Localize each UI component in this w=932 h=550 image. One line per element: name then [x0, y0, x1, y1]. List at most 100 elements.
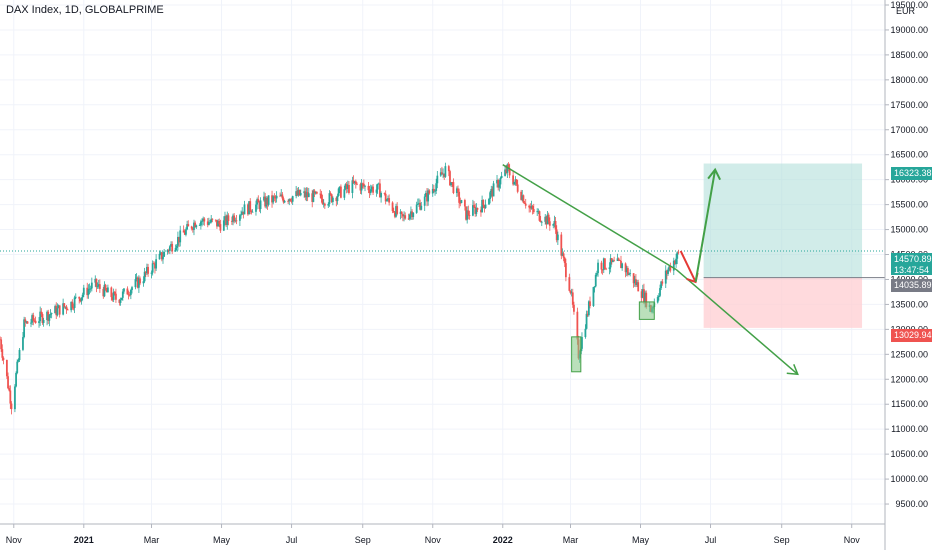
- candle-body: [605, 268, 607, 270]
- candle-body: [371, 186, 373, 190]
- candle-body: [428, 190, 431, 194]
- candle-body: [312, 190, 315, 202]
- candle-body: [137, 278, 140, 288]
- candle-body: [118, 299, 121, 303]
- candle-body: [98, 284, 101, 289]
- candle-body: [50, 313, 53, 315]
- candle-body: [33, 320, 36, 322]
- candle-body: [554, 221, 557, 230]
- candle-body: [151, 263, 154, 273]
- candle-body: [404, 215, 407, 219]
- candle-body: [664, 270, 667, 284]
- candle-body: [392, 211, 395, 213]
- candle-body: [457, 188, 459, 192]
- candle-body: [613, 260, 616, 262]
- x-tick-label: Jul: [286, 535, 298, 545]
- candle-body: [57, 305, 60, 309]
- candle-body: [481, 200, 484, 213]
- candle-body: [267, 195, 270, 205]
- candle-body: [343, 189, 346, 198]
- candle-body: [71, 301, 74, 308]
- candle-body: [127, 294, 130, 296]
- candle-body: [644, 292, 646, 303]
- candle-body: [162, 256, 164, 260]
- candle-body: [307, 193, 310, 198]
- candle-body: [273, 196, 276, 198]
- candle-body: [170, 243, 172, 247]
- candle-body: [47, 311, 50, 321]
- candle-body: [375, 189, 378, 193]
- candle-body: [201, 221, 203, 222]
- candle-body: [571, 292, 574, 305]
- candle-body: [232, 215, 234, 222]
- y-tick-label: 10500.00: [890, 449, 928, 459]
- candle-body: [416, 203, 419, 205]
- candle-body: [369, 189, 372, 193]
- x-tick-label: 2022: [493, 535, 513, 545]
- candle-body: [131, 287, 133, 291]
- candle-body: [159, 252, 162, 254]
- candle-body: [49, 313, 52, 315]
- trendline-extension: [675, 268, 799, 375]
- candle-body: [345, 184, 348, 189]
- candle-body: [194, 222, 197, 228]
- candle-body: [466, 210, 469, 220]
- candle-body: [403, 215, 405, 217]
- candle-body: [255, 204, 257, 212]
- candle-body: [225, 216, 228, 225]
- symbol-title[interactable]: DAX Index, 1D, GLOBALPRIME: [6, 4, 164, 16]
- candle-body: [331, 197, 334, 203]
- candle-body: [420, 205, 423, 210]
- candle-body: [561, 253, 564, 256]
- candle-body: [58, 305, 61, 315]
- candle-body: [314, 191, 317, 194]
- support-box: [638, 301, 655, 320]
- candle-body: [516, 184, 519, 192]
- candle-body: [488, 198, 490, 205]
- candle-body: [65, 306, 68, 310]
- candle-body: [186, 224, 189, 230]
- candle-body: [18, 349, 21, 361]
- candle-body: [467, 210, 470, 216]
- candle-body: [395, 206, 397, 217]
- candle-body: [353, 181, 356, 183]
- trendline-arrowhead: [786, 364, 799, 376]
- candle-body: [42, 319, 45, 323]
- candle-body: [490, 188, 493, 193]
- candle-body: [537, 211, 540, 212]
- candle-body: [2, 357, 5, 360]
- candle-body: [275, 195, 278, 199]
- candle-body: [621, 263, 624, 269]
- candle-body: [633, 279, 636, 284]
- candle-body: [507, 164, 510, 169]
- candle-body: [90, 282, 93, 289]
- candle-body: [256, 199, 259, 205]
- candle-body: [105, 289, 108, 293]
- candle-body: [393, 212, 396, 217]
- candle-body: [504, 169, 506, 176]
- candle-body: [74, 296, 77, 298]
- candle-body: [570, 292, 573, 294]
- y-tick-label: 13500.00: [890, 299, 928, 309]
- candle-body: [135, 277, 138, 280]
- current-price-tag: 14570.89 13:47:54: [891, 253, 932, 275]
- candle-body: [434, 190, 436, 192]
- candle-body: [110, 287, 113, 298]
- target-price-tag: 16323.38: [891, 167, 932, 180]
- candle-body: [340, 186, 342, 198]
- candle-body: [645, 292, 648, 307]
- y-tick-label: 9500.00: [895, 499, 928, 509]
- candle-body: [584, 328, 587, 338]
- candle-body: [209, 222, 211, 224]
- loss-zone: [703, 277, 863, 328]
- candle-body: [451, 182, 454, 183]
- candle-body: [46, 311, 48, 320]
- candle-body: [179, 230, 182, 243]
- candle-body: [22, 337, 24, 350]
- candle-body: [335, 197, 338, 202]
- candle-body: [288, 198, 291, 202]
- candle-body: [626, 268, 629, 275]
- candle-body: [0, 339, 3, 350]
